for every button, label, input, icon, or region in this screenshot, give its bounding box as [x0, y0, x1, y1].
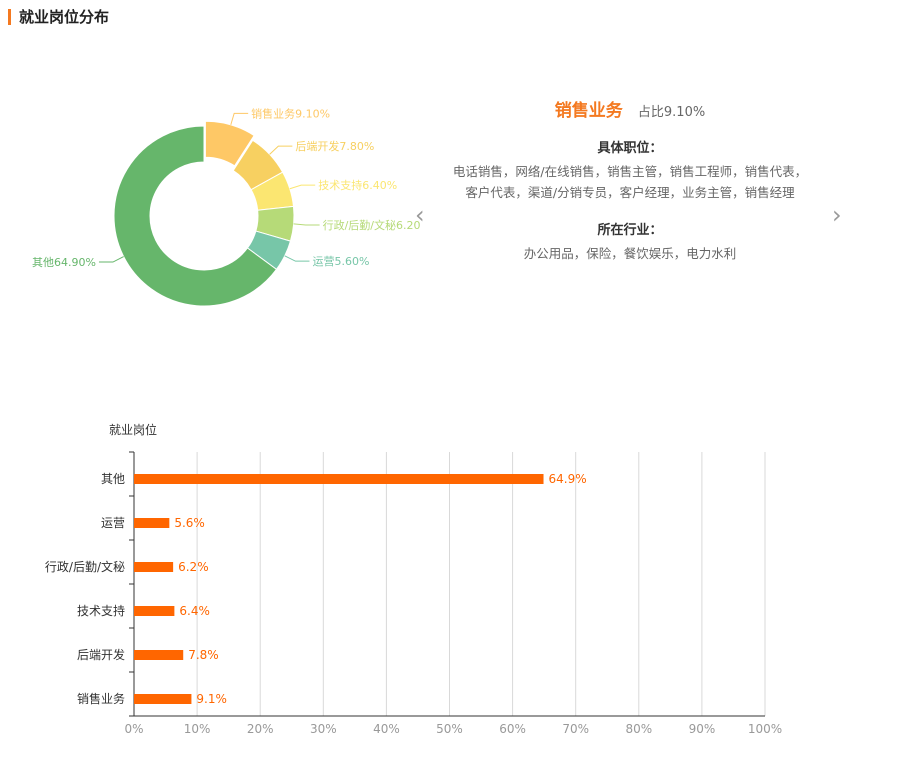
bar-value-label: 5.6% [174, 516, 205, 530]
bar-x-tick-label: 100% [748, 722, 782, 736]
donut-slice[interactable] [204, 120, 255, 167]
bar-rect[interactable] [134, 474, 544, 484]
bar-x-tick-label: 0% [124, 722, 143, 736]
donut-leader-line [230, 112, 249, 125]
prev-arrow-icon[interactable]: ‹ [415, 201, 425, 229]
bar-x-tick-label: 60% [499, 722, 526, 736]
donut-label: 后端开发7.80% [295, 139, 374, 153]
bar-category-label: 后端开发 [77, 647, 125, 662]
bar-y-axis-title: 就业岗位 [109, 422, 157, 437]
bar-category-label: 技术支持 [77, 603, 125, 618]
bar-rect[interactable] [134, 518, 170, 528]
bar-value-label: 7.8% [188, 648, 219, 662]
bar-rect[interactable] [134, 694, 192, 704]
detail-name: 销售业务 [554, 101, 623, 121]
donut-leader-line [293, 223, 320, 226]
detail-panel: 销售业务 占比9.10% 具体职位： 电话销售，网络/在线销售，销售主管，销售工… [448, 96, 812, 264]
bar-rect[interactable] [134, 606, 175, 616]
bar-category-label: 行政/后勤/文秘 [45, 559, 125, 574]
donut-leader-line [284, 255, 310, 262]
bar-x-tick-label: 40% [373, 722, 400, 736]
bar-x-tick-label: 20% [247, 722, 274, 736]
donut-slice[interactable] [113, 125, 278, 307]
bar-category-label: 其他 [101, 472, 125, 486]
next-arrow-icon[interactable]: › [832, 201, 842, 229]
title-accent-bar [8, 8, 11, 25]
donut-label: 销售业务9.10% [251, 106, 330, 120]
bar-rect[interactable] [134, 650, 184, 660]
donut-leader-line [289, 184, 316, 190]
positions-heading: 具体职位： [597, 141, 663, 156]
section-header: 就业岗位分布 [8, 6, 109, 27]
bar-category-label: 运营 [101, 516, 125, 530]
donut-label: 技术支持6.40% [318, 178, 397, 192]
donut-label: 运营5.60% [312, 254, 369, 268]
bar-value-label: 64.9% [549, 472, 587, 486]
bar-x-tick-label: 80% [625, 722, 652, 736]
bar-category-label: 销售业务 [77, 691, 125, 706]
bar-x-tick-label: 50% [436, 722, 463, 736]
bar-x-tick-label: 10% [184, 722, 211, 736]
donut-label: 其他64.90% [32, 256, 96, 269]
bar-value-label: 6.2% [178, 560, 209, 574]
section-title: 就业岗位分布 [19, 8, 110, 26]
donut-label: 行政/后勤/文秘6.20% [323, 218, 420, 232]
positions-text: 电话销售，网络/在线销售，销售主管，销售工程师，销售代表，客户代表，渠道/分销专… [452, 164, 808, 200]
bar-x-tick-label: 30% [310, 722, 337, 736]
industry-heading: 所在行业： [597, 223, 663, 238]
bar-rect[interactable] [134, 562, 174, 572]
bar-x-tick-label: 90% [689, 722, 716, 736]
bar-value-label: 6.4% [179, 604, 210, 618]
donut-leader-line [269, 145, 293, 155]
detail-ratio: 占比9.10% [637, 105, 706, 120]
detail-header: 销售业务 占比9.10% [448, 96, 812, 121]
donut-chart: 销售业务9.10% 后端开发7.80% 技术支持6.40% 行政/后勤/文秘6.20%… [32, 106, 420, 307]
industry-text: 办公用品，保险，餐饮娱乐，电力水利 [523, 246, 737, 261]
bar-x-tick-label: 70% [562, 722, 589, 736]
bar-value-label: 9.1% [196, 692, 227, 706]
donut-leader-line [98, 256, 124, 263]
